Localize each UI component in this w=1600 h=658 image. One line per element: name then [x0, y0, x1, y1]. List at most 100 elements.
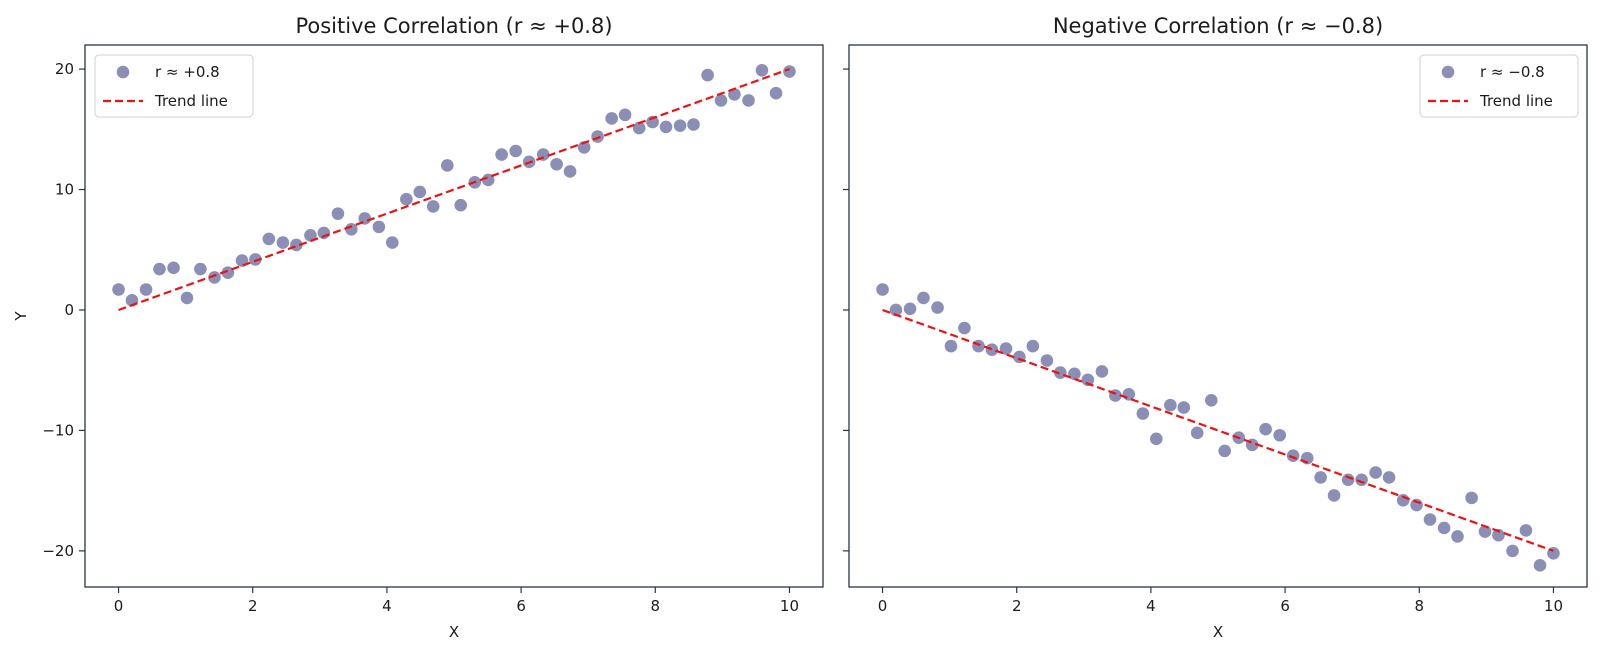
scatter-point	[755, 63, 769, 77]
scatter-point	[605, 112, 618, 125]
scatter-point	[1149, 432, 1163, 446]
scatter-point	[550, 157, 563, 171]
scatter-point	[1369, 466, 1382, 479]
scatter-point	[1286, 449, 1300, 463]
scatter-point	[194, 262, 207, 276]
scatter-point	[714, 94, 728, 107]
x-axis-label: X	[449, 623, 459, 641]
y-tick-label: 0	[64, 301, 74, 319]
x-tick-label: 4	[1146, 597, 1156, 615]
scatter-point	[1506, 544, 1519, 558]
x-tick-label: 6	[1280, 597, 1290, 615]
scatter-point	[1341, 473, 1355, 487]
scatter-point	[1451, 530, 1464, 543]
scatter-point	[167, 261, 180, 275]
scatter-point	[1068, 367, 1081, 381]
x-tick-label: 10	[1544, 597, 1563, 615]
legend-label: r ≈ −0.8	[1480, 63, 1545, 81]
scatter-point	[1465, 491, 1478, 505]
x-tick-label: 2	[1012, 597, 1022, 615]
scatter-point	[944, 339, 958, 353]
scatter-point	[999, 342, 1013, 355]
scatter-point	[426, 200, 440, 213]
scatter-point	[400, 192, 413, 206]
legend-marker-swatch	[116, 65, 130, 79]
chart-title: Positive Correlation (r ≈ +0.8)	[295, 14, 612, 38]
scatter-point	[1355, 473, 1368, 487]
legend-label: Trend line	[1479, 92, 1553, 110]
scatter-point	[687, 118, 700, 131]
scatter-point	[221, 266, 235, 279]
scatter-point	[1190, 426, 1204, 440]
y-tick-label: −20	[42, 542, 74, 560]
y-axis-label: Y	[12, 311, 30, 322]
scatter-point	[1314, 471, 1327, 484]
scatter-point	[1533, 559, 1547, 572]
trend-line	[882, 308, 1554, 552]
plot-area	[85, 45, 823, 587]
scatter-point	[1519, 524, 1533, 537]
plot-frame	[848, 44, 1588, 588]
scatter-point	[208, 271, 221, 284]
scatter-point	[742, 94, 755, 107]
scatter-point	[1437, 521, 1451, 535]
scatter-point	[958, 321, 971, 335]
legend-label: r ≈ +0.8	[155, 63, 220, 81]
x-tick-label: 2	[248, 597, 258, 615]
x-tick-label: 6	[516, 597, 526, 615]
scatter-point	[495, 148, 508, 161]
scatter-point	[917, 291, 930, 305]
scatter-point	[331, 207, 345, 220]
scatter-point	[985, 343, 999, 357]
scatter-point	[673, 119, 687, 132]
x-axis-label: X	[1213, 623, 1223, 641]
scatter-point	[728, 88, 741, 101]
scatter-point	[509, 144, 523, 158]
negative-correlation-panel: Negative Correlation (r ≈ −0.8) 0 2 4 6 8 10 Xr…	[843, 14, 1588, 641]
scatter-point	[1327, 489, 1341, 502]
scatter-point	[1273, 428, 1287, 442]
x-tick-label: 10	[780, 597, 799, 615]
scatter-point	[481, 173, 495, 187]
scatter-point	[563, 165, 577, 178]
scatter-point	[413, 185, 427, 199]
scatter-point	[440, 159, 454, 172]
scatter-point	[1122, 387, 1136, 401]
scatter-point	[591, 130, 604, 143]
plot-frame	[84, 44, 824, 588]
x-tick-label: 0	[114, 597, 124, 615]
scatter-point	[153, 262, 166, 276]
scatter-point	[180, 291, 194, 305]
scatter-point	[889, 303, 903, 317]
scatter-point	[1259, 422, 1272, 436]
scatter-point	[1177, 401, 1191, 414]
positive-correlation-panel: Positive Correlation (r ≈ +0.8) 0 2 4 6 8 10 −2…	[12, 14, 824, 641]
scatter-point	[139, 283, 153, 296]
scatter-point	[577, 141, 591, 154]
scatter-point	[454, 198, 468, 212]
scatter-point	[618, 108, 632, 122]
scatter-point	[701, 68, 714, 82]
legend-marker-swatch	[1441, 65, 1455, 79]
scatter-point	[876, 283, 889, 296]
scatter-point	[345, 222, 358, 236]
y-tick-label: 10	[55, 181, 74, 199]
scatter-point	[1204, 394, 1218, 407]
chart-title: Negative Correlation (r ≈ −0.8)	[1053, 14, 1383, 38]
scatter-point	[385, 236, 399, 249]
y-tick-label: −10	[42, 421, 74, 439]
scatter-point	[1026, 339, 1040, 353]
legend: r ≈ −0.8 Trend line	[1419, 54, 1579, 118]
scatter-point	[1081, 373, 1095, 387]
scatter-point	[632, 121, 646, 135]
scatter-point	[1218, 444, 1232, 458]
scatter-point	[112, 283, 125, 296]
scatter-point	[276, 236, 290, 249]
scatter-point	[783, 65, 796, 78]
x-tick-label: 4	[382, 597, 392, 615]
scatter-point	[1423, 513, 1437, 526]
legend: r ≈ +0.8 Trend line	[94, 54, 254, 118]
scatter-point	[304, 229, 317, 242]
scatter-point	[1095, 365, 1109, 378]
